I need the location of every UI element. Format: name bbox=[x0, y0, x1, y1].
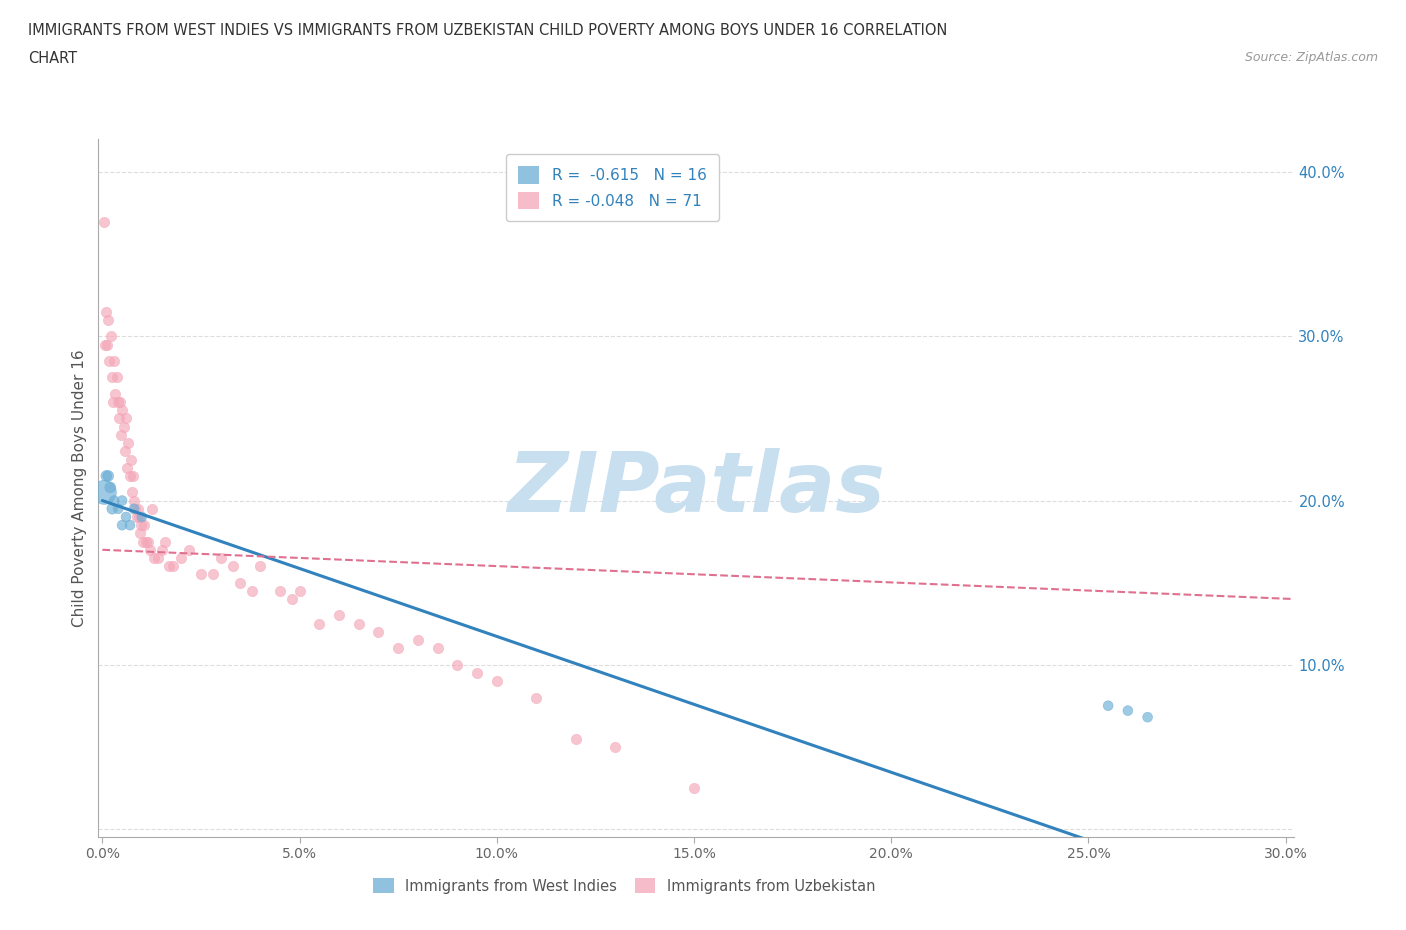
Point bbox=[142, 551, 165, 565]
Text: IMMIGRANTS FROM WEST INDIES VS IMMIGRANTS FROM UZBEKISTAN CHILD POVERTY AMONG BO: IMMIGRANTS FROM WEST INDIES VS IMMIGRANT… bbox=[28, 23, 948, 38]
Point bbox=[131, 518, 153, 533]
Point bbox=[96, 469, 118, 484]
Point bbox=[141, 501, 163, 516]
Point bbox=[347, 617, 370, 631]
Point bbox=[103, 353, 125, 368]
Point bbox=[93, 485, 115, 499]
Point bbox=[221, 559, 243, 574]
Point bbox=[127, 501, 149, 516]
Point bbox=[150, 542, 173, 557]
Point bbox=[104, 387, 127, 402]
Point bbox=[406, 632, 429, 647]
Point bbox=[131, 534, 153, 549]
Point bbox=[100, 329, 122, 344]
Point bbox=[131, 510, 153, 525]
Point bbox=[240, 583, 263, 598]
Point bbox=[132, 518, 155, 533]
Point bbox=[162, 559, 184, 574]
Y-axis label: Child Poverty Among Boys Under 16: Child Poverty Among Boys Under 16 bbox=[72, 350, 87, 627]
Point bbox=[328, 608, 350, 623]
Text: ZIPatlas: ZIPatlas bbox=[508, 447, 884, 529]
Point bbox=[308, 617, 330, 631]
Point bbox=[1136, 710, 1159, 724]
Point bbox=[170, 551, 193, 565]
Point bbox=[201, 567, 224, 582]
Text: Source: ZipAtlas.com: Source: ZipAtlas.com bbox=[1244, 51, 1378, 64]
Point bbox=[157, 559, 180, 574]
Point bbox=[138, 542, 160, 557]
Legend: Immigrants from West Indies, Immigrants from Uzbekistan: Immigrants from West Indies, Immigrants … bbox=[367, 872, 882, 899]
Point bbox=[111, 518, 134, 533]
Point bbox=[229, 575, 252, 590]
Point bbox=[110, 428, 132, 443]
Point bbox=[112, 419, 135, 434]
Point bbox=[124, 501, 146, 516]
Point bbox=[107, 501, 129, 516]
Point bbox=[122, 501, 145, 516]
Point bbox=[564, 731, 586, 746]
Point bbox=[1116, 703, 1139, 718]
Text: CHART: CHART bbox=[28, 51, 77, 66]
Point bbox=[269, 583, 291, 598]
Point bbox=[114, 444, 136, 458]
Point bbox=[125, 510, 148, 525]
Point bbox=[115, 510, 138, 525]
Point bbox=[249, 559, 271, 574]
Point bbox=[118, 469, 141, 484]
Point bbox=[124, 493, 146, 508]
Point bbox=[288, 583, 311, 598]
Point bbox=[426, 641, 449, 656]
Point bbox=[485, 673, 508, 688]
Point bbox=[117, 435, 139, 450]
Point bbox=[136, 534, 159, 549]
Point bbox=[118, 518, 141, 533]
Point bbox=[98, 353, 121, 368]
Point bbox=[97, 312, 120, 327]
Point bbox=[155, 534, 177, 549]
Point bbox=[97, 469, 120, 484]
Point bbox=[367, 624, 389, 639]
Point bbox=[115, 460, 138, 475]
Point bbox=[179, 542, 201, 557]
Point bbox=[101, 394, 124, 409]
Point bbox=[115, 411, 138, 426]
Point bbox=[105, 370, 128, 385]
Point bbox=[129, 526, 152, 541]
Point bbox=[101, 501, 124, 516]
Point bbox=[683, 780, 706, 795]
Point bbox=[96, 338, 118, 352]
Point bbox=[122, 469, 145, 484]
Point bbox=[465, 666, 488, 681]
Point bbox=[111, 403, 134, 418]
Point bbox=[93, 214, 115, 229]
Point bbox=[94, 304, 117, 319]
Point bbox=[103, 493, 125, 508]
Point bbox=[101, 370, 124, 385]
Point bbox=[108, 394, 131, 409]
Point bbox=[280, 591, 302, 606]
Point bbox=[603, 739, 626, 754]
Point bbox=[98, 480, 121, 495]
Point bbox=[146, 551, 169, 565]
Point bbox=[128, 510, 150, 525]
Point bbox=[111, 493, 134, 508]
Point bbox=[108, 411, 131, 426]
Point bbox=[120, 452, 142, 467]
Point bbox=[135, 534, 157, 549]
Point bbox=[121, 485, 143, 499]
Point bbox=[209, 551, 232, 565]
Point bbox=[1097, 698, 1119, 713]
Point bbox=[446, 658, 468, 672]
Point bbox=[107, 394, 129, 409]
Point bbox=[93, 338, 115, 352]
Point bbox=[190, 567, 212, 582]
Point bbox=[524, 690, 547, 705]
Point bbox=[387, 641, 409, 656]
